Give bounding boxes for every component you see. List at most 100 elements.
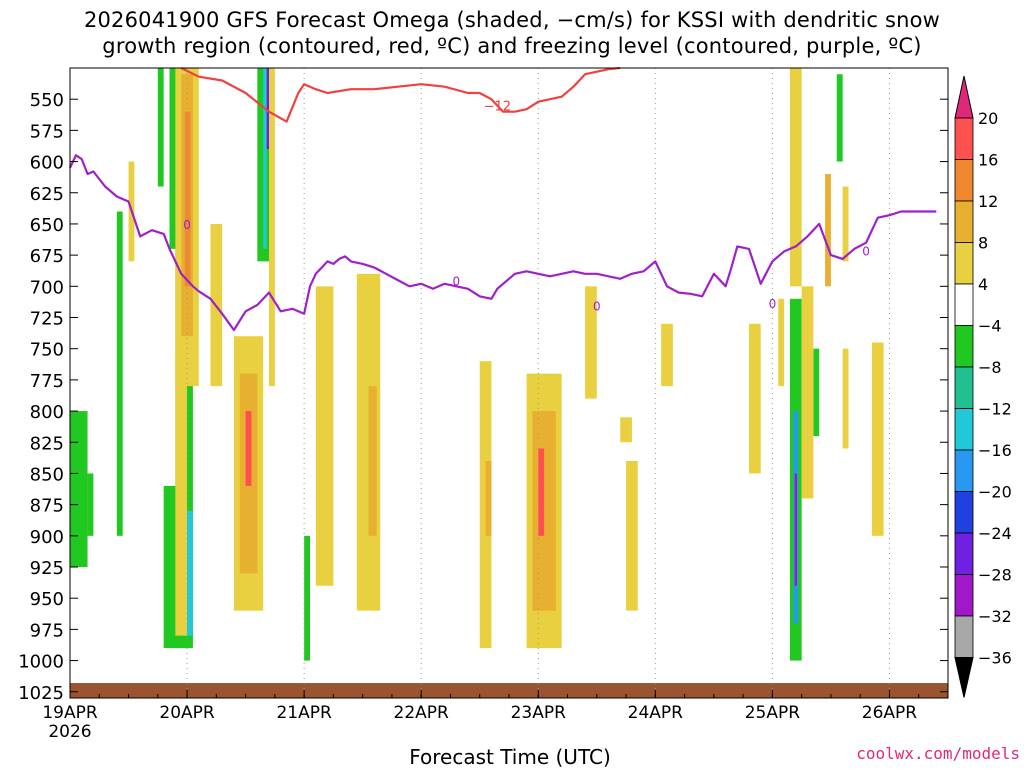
colorbar-label-13: −36 <box>978 649 1012 668</box>
grid-lines <box>186 68 890 698</box>
x-tick-label-3: 22APR <box>394 703 450 723</box>
omega-cell-45 <box>748 323 761 474</box>
x-tick-label-1: 20APR <box>159 703 215 723</box>
y-tick-label-550: 550 <box>30 90 64 111</box>
y-tick-label-950: 950 <box>30 589 64 610</box>
y-tick-label-825: 825 <box>30 433 64 454</box>
omega-cell-39 <box>801 286 814 499</box>
x-tick-label-4: 23APR <box>511 703 567 723</box>
colorbar-swatch-7 <box>954 408 974 451</box>
colorbar-swatch-3 <box>954 242 974 285</box>
colorbar-label-8: −16 <box>978 441 1012 460</box>
omega-cell-12 <box>175 361 188 636</box>
colorbar-label-3: 8 <box>978 234 988 253</box>
freezing-contour-label-4: 0 <box>862 244 870 258</box>
colorbar-swatch-0 <box>954 117 974 160</box>
credit-text: coolwx.com/models <box>856 744 1020 763</box>
omega-cell-30 <box>620 417 632 443</box>
omega-cell-35 <box>793 411 799 624</box>
colorbar-swatch-1 <box>954 159 974 202</box>
ground-shading <box>70 683 948 698</box>
colorbar-swatch-4 <box>954 283 974 326</box>
dgz-contour-label: −12 <box>484 99 511 114</box>
freezing-contour-label-3: 0 <box>769 297 777 311</box>
colorbar-label-6: −8 <box>978 358 1002 377</box>
x-tick-label-2: 21APR <box>276 703 332 723</box>
y-tick-label-675: 675 <box>30 246 64 267</box>
omega-cell-1 <box>87 473 94 536</box>
freezing-contour-label-0: 0 <box>183 218 191 232</box>
colorbar-swatch-11 <box>954 574 974 617</box>
dgz-contour-line <box>180 66 621 123</box>
omega-cell-3 <box>128 161 135 262</box>
omega-cell-4 <box>157 68 164 187</box>
ground-layer <box>70 683 948 698</box>
omega-cell-11 <box>184 111 191 287</box>
y-tick-label-900: 900 <box>30 527 64 548</box>
y-tick-label-750: 750 <box>30 340 64 361</box>
omega-cell-18 <box>233 336 264 611</box>
y-tick-label-850: 850 <box>30 464 64 485</box>
colorbar-label-0: 20 <box>978 109 998 128</box>
omega-cell-31 <box>626 460 638 611</box>
y-tick-label-775: 775 <box>30 371 64 392</box>
chart-title-line2: growth region (contoured, red, ºC) and f… <box>102 34 922 58</box>
chart-title-line1: 2026041900 GFS Forecast Omega (shaded, −… <box>83 8 941 32</box>
omega-shading <box>70 68 884 661</box>
colorbar-swatch-8 <box>954 449 974 492</box>
colorbar-swatch-10 <box>954 532 974 575</box>
freezing-contour-label-1: 0 <box>452 274 460 288</box>
plot-frame <box>69 67 949 699</box>
contour-lines: −12 0 0 0 0 0 <box>69 66 937 332</box>
omega-cell-7 <box>175 223 193 649</box>
omega-cell-19 <box>239 373 258 574</box>
y-axis: 550 575 600 625 650 675 700 725 750 775 800 825 850 8… <box>18 90 948 704</box>
omega-cell-0 <box>70 411 88 568</box>
omega-cell-42 <box>842 348 849 449</box>
omega-cell-24 <box>368 386 377 536</box>
omega-cell-8 <box>181 510 193 636</box>
omega-cell-2 <box>116 211 123 536</box>
omega-cell-43 <box>842 186 849 262</box>
freezing-contour-label-2: 0 <box>593 299 601 313</box>
y-tick-label-700: 700 <box>30 277 64 298</box>
y-tick-label-575: 575 <box>30 121 64 142</box>
omega-cell-9 <box>175 68 199 387</box>
omega-cell-16 <box>266 68 271 150</box>
colorbar-label-11: −28 <box>978 566 1012 585</box>
x-tick-label-7: 26APR <box>862 703 918 723</box>
colorbar-swatch-6 <box>954 366 974 409</box>
omega-cell-6 <box>163 485 182 649</box>
omega-cell-40 <box>825 174 831 287</box>
colorbar-label-2: 12 <box>978 192 998 211</box>
omega-cell-32 <box>585 286 597 399</box>
omega-cell-13 <box>210 223 223 387</box>
y-tick-label-1025: 1025 <box>18 683 64 704</box>
omega-cell-38 <box>789 68 802 287</box>
colorbar-bottom-arrow <box>954 657 974 698</box>
y-tick-label-650: 650 <box>30 215 64 236</box>
omega-cell-26 <box>485 460 492 536</box>
x-tick-label-5: 24APR <box>628 703 684 723</box>
omega-cell-17 <box>269 68 275 387</box>
omega-cell-21 <box>315 286 334 586</box>
colorbar-label-4: 4 <box>978 275 988 294</box>
omega-cell-41 <box>836 74 843 162</box>
omega-cell-10 <box>181 74 193 337</box>
omega-cell-28 <box>532 411 556 611</box>
y-tick-label-800: 800 <box>30 402 64 423</box>
omega-cell-37 <box>813 348 820 437</box>
omega-cell-23 <box>356 273 381 611</box>
omega-cell-5 <box>169 68 182 249</box>
colorbar-top-arrow <box>954 75 974 119</box>
y-tick-label-875: 875 <box>30 496 64 517</box>
omega-cell-20 <box>245 411 252 486</box>
omega-cell-15 <box>263 68 267 249</box>
x-tick-sublabel-0: 2026 <box>48 722 91 742</box>
y-tick-label-600: 600 <box>30 153 64 174</box>
omega-cell-36 <box>794 473 797 586</box>
omega-cell-25 <box>479 361 492 649</box>
